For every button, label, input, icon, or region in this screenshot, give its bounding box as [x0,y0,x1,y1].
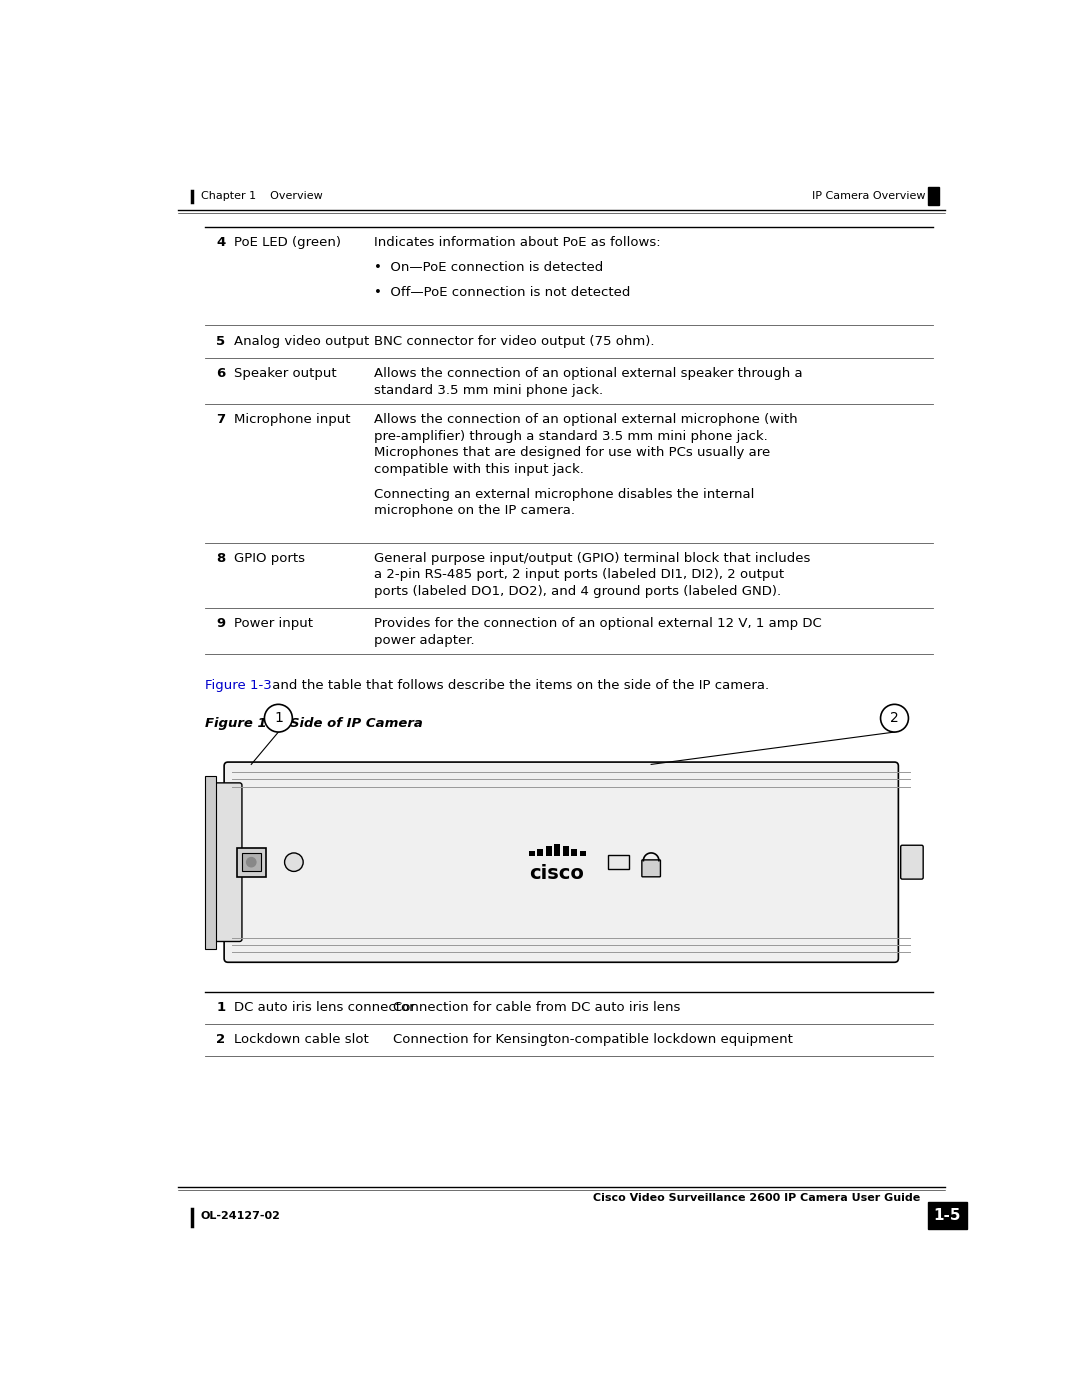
Text: Lockdown cable slot: Lockdown cable slot [234,1034,369,1046]
Circle shape [246,858,256,866]
Text: 1-5: 1-5 [933,1208,961,1224]
Text: 1: 1 [216,1000,226,1014]
Text: 9: 9 [216,617,226,630]
Text: Microphones that are designed for use with PCs usually are: Microphones that are designed for use wi… [374,447,770,460]
Text: General purpose input/output (GPIO) terminal block that includes: General purpose input/output (GPIO) term… [374,552,810,564]
Text: 7: 7 [216,414,226,426]
Text: 4: 4 [216,236,226,249]
Bar [205,775,216,949]
Text: •  On—PoE connection is detected: • On—PoE connection is detected [374,261,603,274]
Text: Figure 1-3: Figure 1-3 [205,718,281,731]
FancyBboxPatch shape [901,845,923,879]
Bar [242,854,260,872]
Text: BNC connector for video output (75 ohm).: BNC connector for video output (75 ohm). [374,335,654,348]
Bar [237,848,266,877]
Text: 8: 8 [216,552,226,564]
Text: Side of IP Camera: Side of IP Camera [291,718,423,731]
Text: Provides for the connection of an optional external 12 V, 1 amp DC: Provides for the connection of an option… [374,617,822,630]
Bar [554,844,561,856]
Text: Cisco Video Surveillance 2600 IP Camera User Guide: Cisco Video Surveillance 2600 IP Camera … [593,1193,920,1203]
Text: power adapter.: power adapter. [374,634,474,647]
Text: IP Camera Overview: IP Camera Overview [812,191,926,201]
Text: Microphone input: Microphone input [234,414,351,426]
Text: standard 3.5 mm mini phone jack.: standard 3.5 mm mini phone jack. [374,384,603,397]
FancyBboxPatch shape [206,782,242,942]
Text: ports (labeled DO1, DO2), and 4 ground ports (labeled GND).: ports (labeled DO1, DO2), and 4 ground p… [374,585,781,598]
FancyBboxPatch shape [928,1201,967,1229]
FancyBboxPatch shape [642,861,661,877]
Text: Connection for cable from DC auto iris lens: Connection for cable from DC auto iris l… [393,1000,680,1014]
Bar [571,849,577,856]
Text: Allows the connection of an optional external microphone (with: Allows the connection of an optional ext… [374,414,797,426]
Text: Connecting an external microphone disables the internal: Connecting an external microphone disabl… [374,488,754,500]
FancyBboxPatch shape [225,763,899,963]
Text: Connection for Kensington-compatible lockdown equipment: Connection for Kensington-compatible loc… [393,1034,793,1046]
Bar [608,855,630,869]
Text: PoE LED (green): PoE LED (green) [234,236,341,249]
Text: Chapter 1    Overview: Chapter 1 Overview [201,191,323,201]
Text: 5: 5 [216,335,226,348]
Text: a 2-pin RS-485 port, 2 input ports (labeled DI1, DI2), 2 output: a 2-pin RS-485 port, 2 input ports (labe… [374,569,784,581]
Bar [537,849,543,856]
Bar [580,851,585,856]
Text: 6: 6 [216,367,226,380]
Text: •  Off—PoE connection is not detected: • Off—PoE connection is not detected [374,286,630,299]
Text: GPIO ports: GPIO ports [234,552,306,564]
Text: Figure 1-3: Figure 1-3 [205,679,271,692]
Text: DC auto iris lens connector: DC auto iris lens connector [234,1000,415,1014]
Text: Allows the connection of an optional external speaker through a: Allows the connection of an optional ext… [374,367,802,380]
Text: OL-24127-02: OL-24127-02 [201,1211,281,1221]
Bar [545,847,552,856]
Text: 2: 2 [216,1034,226,1046]
Text: Analog video output: Analog video output [234,335,369,348]
Text: Indicates information about PoE as follows:: Indicates information about PoE as follo… [374,236,660,249]
Bar [529,851,535,856]
Text: Speaker output: Speaker output [234,367,337,380]
Text: pre-amplifier) through a standard 3.5 mm mini phone jack.: pre-amplifier) through a standard 3.5 mm… [374,430,768,443]
Circle shape [284,854,303,872]
Text: 2: 2 [890,711,899,725]
Text: 1: 1 [274,711,283,725]
Text: cisco: cisco [529,863,584,883]
Circle shape [880,704,908,732]
Text: compatible with this input jack.: compatible with this input jack. [374,462,583,476]
Circle shape [265,704,293,732]
Text: microphone on the IP camera.: microphone on the IP camera. [374,504,575,517]
FancyBboxPatch shape [928,187,939,205]
Text: Power input: Power input [234,617,313,630]
Bar [563,847,568,856]
Text: and the table that follows describe the items on the side of the IP camera.: and the table that follows describe the … [268,679,769,692]
